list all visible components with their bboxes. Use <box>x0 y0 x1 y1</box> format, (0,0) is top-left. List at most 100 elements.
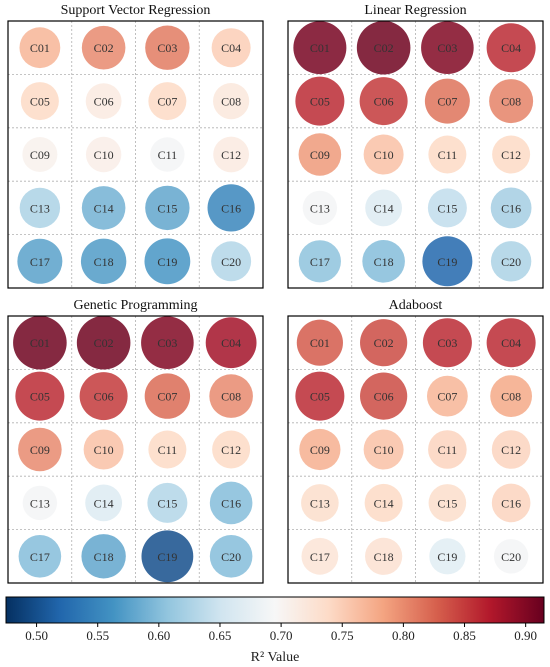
bubble-c10 <box>363 429 404 470</box>
bubble-c12 <box>213 136 250 173</box>
bubble-label: C13 <box>310 496 330 510</box>
bubble-c17 <box>298 240 341 283</box>
bubble-c03 <box>145 25 190 70</box>
bubble-c10 <box>85 136 122 173</box>
bubble-c02 <box>76 315 131 370</box>
bubble-c01 <box>19 27 61 69</box>
bubble-label: C05 <box>310 390 330 404</box>
panel-frame <box>287 315 544 584</box>
bubble-c13 <box>301 484 339 522</box>
bubble-c11 <box>150 137 185 172</box>
bubble-c09 <box>18 427 62 472</box>
bubble-label: C07 <box>437 95 457 109</box>
bubble-c17 <box>301 537 339 575</box>
bubble-c08 <box>209 374 253 418</box>
bubble-c05 <box>295 371 345 421</box>
bubble-label: C03 <box>157 41 177 55</box>
bubble-label: C12 <box>221 443 241 457</box>
panel-title: Linear Regression <box>364 3 466 18</box>
bubble-label: C12 <box>501 148 521 162</box>
bubble-c20 <box>209 535 253 578</box>
bubble-c18 <box>80 238 127 284</box>
bubble-label: C20 <box>501 550 521 564</box>
bubble-label: C18 <box>94 255 114 269</box>
bubble-label: C16 <box>221 201 241 215</box>
bubble-c03 <box>141 316 194 370</box>
bubble-label: C17 <box>30 550 50 564</box>
colorbar-tick-label: 0.75 <box>331 628 354 643</box>
bubble-label: C08 <box>501 95 521 109</box>
bubble-label: C16 <box>221 496 241 510</box>
bubble-c03 <box>421 21 474 74</box>
bubble-label: C09 <box>310 148 330 162</box>
colorbar-tick-label: 0.80 <box>392 628 415 643</box>
bubble-label: C01 <box>310 41 330 55</box>
bubble-label: C19 <box>157 550 177 564</box>
bubble-c09 <box>298 133 342 176</box>
panel-title: Genetic Programming <box>73 298 197 313</box>
bubble-c19 <box>422 236 473 287</box>
panel-frame <box>287 20 544 289</box>
bubble-c14 <box>81 186 126 230</box>
panel-title: Support Vector Regression <box>61 3 211 18</box>
panel-1: Support Vector Regression C01 C02 C03 C04 C05… <box>7 3 264 289</box>
panel-frame <box>7 315 264 584</box>
bubble-label: C03 <box>157 336 177 350</box>
bubble-label: C18 <box>374 255 394 269</box>
bubble-c17 <box>17 238 63 284</box>
bubble-label: C18 <box>94 550 114 564</box>
bubble-c19 <box>141 530 194 583</box>
bubble-label: C10 <box>374 148 394 162</box>
bubble-c04 <box>486 23 536 73</box>
bubble-label: C16 <box>501 201 521 215</box>
bubble-c16 <box>491 483 531 523</box>
bubble-c06 <box>85 83 122 119</box>
bubble-c03 <box>422 318 472 368</box>
colorbar-tick-label: 0.70 <box>270 628 293 643</box>
bubble-label: C11 <box>438 443 458 457</box>
bubble-c20 <box>493 539 529 574</box>
bubble-label: C05 <box>30 95 50 109</box>
bubble-c10 <box>83 429 124 470</box>
bubble-c19 <box>429 538 466 575</box>
colorbar-tick-label: 0.50 <box>25 628 48 643</box>
bubble-label: C18 <box>374 550 394 564</box>
bubble-label: C13 <box>30 496 50 510</box>
bubble-c05 <box>20 82 59 121</box>
bubble-label: C04 <box>221 336 241 350</box>
panel-frame <box>7 20 264 289</box>
bubble-c11 <box>148 430 187 469</box>
bubble-label: C09 <box>30 443 50 457</box>
bubble-c13 <box>22 485 58 521</box>
bubble-c05 <box>295 76 345 126</box>
bubble-c16 <box>209 481 253 525</box>
bubble-label: C10 <box>94 443 114 457</box>
bubble-label: C01 <box>30 336 50 350</box>
bubble-label: C14 <box>94 201 114 215</box>
bubble-label: C02 <box>94 41 114 55</box>
bubble-c04 <box>211 28 251 68</box>
bubble-label: C15 <box>157 201 177 215</box>
bubble-c02 <box>356 20 411 75</box>
bubble-c08 <box>490 375 533 417</box>
bubble-label: C10 <box>374 443 394 457</box>
bubble-label: C08 <box>221 390 241 404</box>
bubble-label: C07 <box>437 390 457 404</box>
panel-4: Adaboost C01 C02 C03 C04 C05 C06 C07 C08 C09 C10 C1… <box>287 298 544 584</box>
bubble-c01 <box>296 319 343 366</box>
bubble-label: C06 <box>374 95 394 109</box>
bubble-label: C06 <box>94 390 114 404</box>
bubble-label: C07 <box>157 390 177 404</box>
colorbar-ticks: 0.50 0.55 0.60 0.65 0.70 0.75 0.80 0.85 0.90 <box>25 623 537 643</box>
bubble-label: C14 <box>94 496 114 510</box>
colorbar-gradient-bar <box>5 596 545 624</box>
bubble-c12 <box>491 430 531 469</box>
bubble-label: C13 <box>30 201 50 215</box>
panel-3: Genetic Programming C01 C02 C03 C04 C05 C06 C07… <box>7 298 264 584</box>
bubble-label: C04 <box>221 41 241 55</box>
colorbar-tick-label: 0.65 <box>209 628 232 643</box>
bubble-c01 <box>293 21 347 75</box>
bubble-label: C03 <box>437 41 457 55</box>
bubble-label: C15 <box>437 201 457 215</box>
